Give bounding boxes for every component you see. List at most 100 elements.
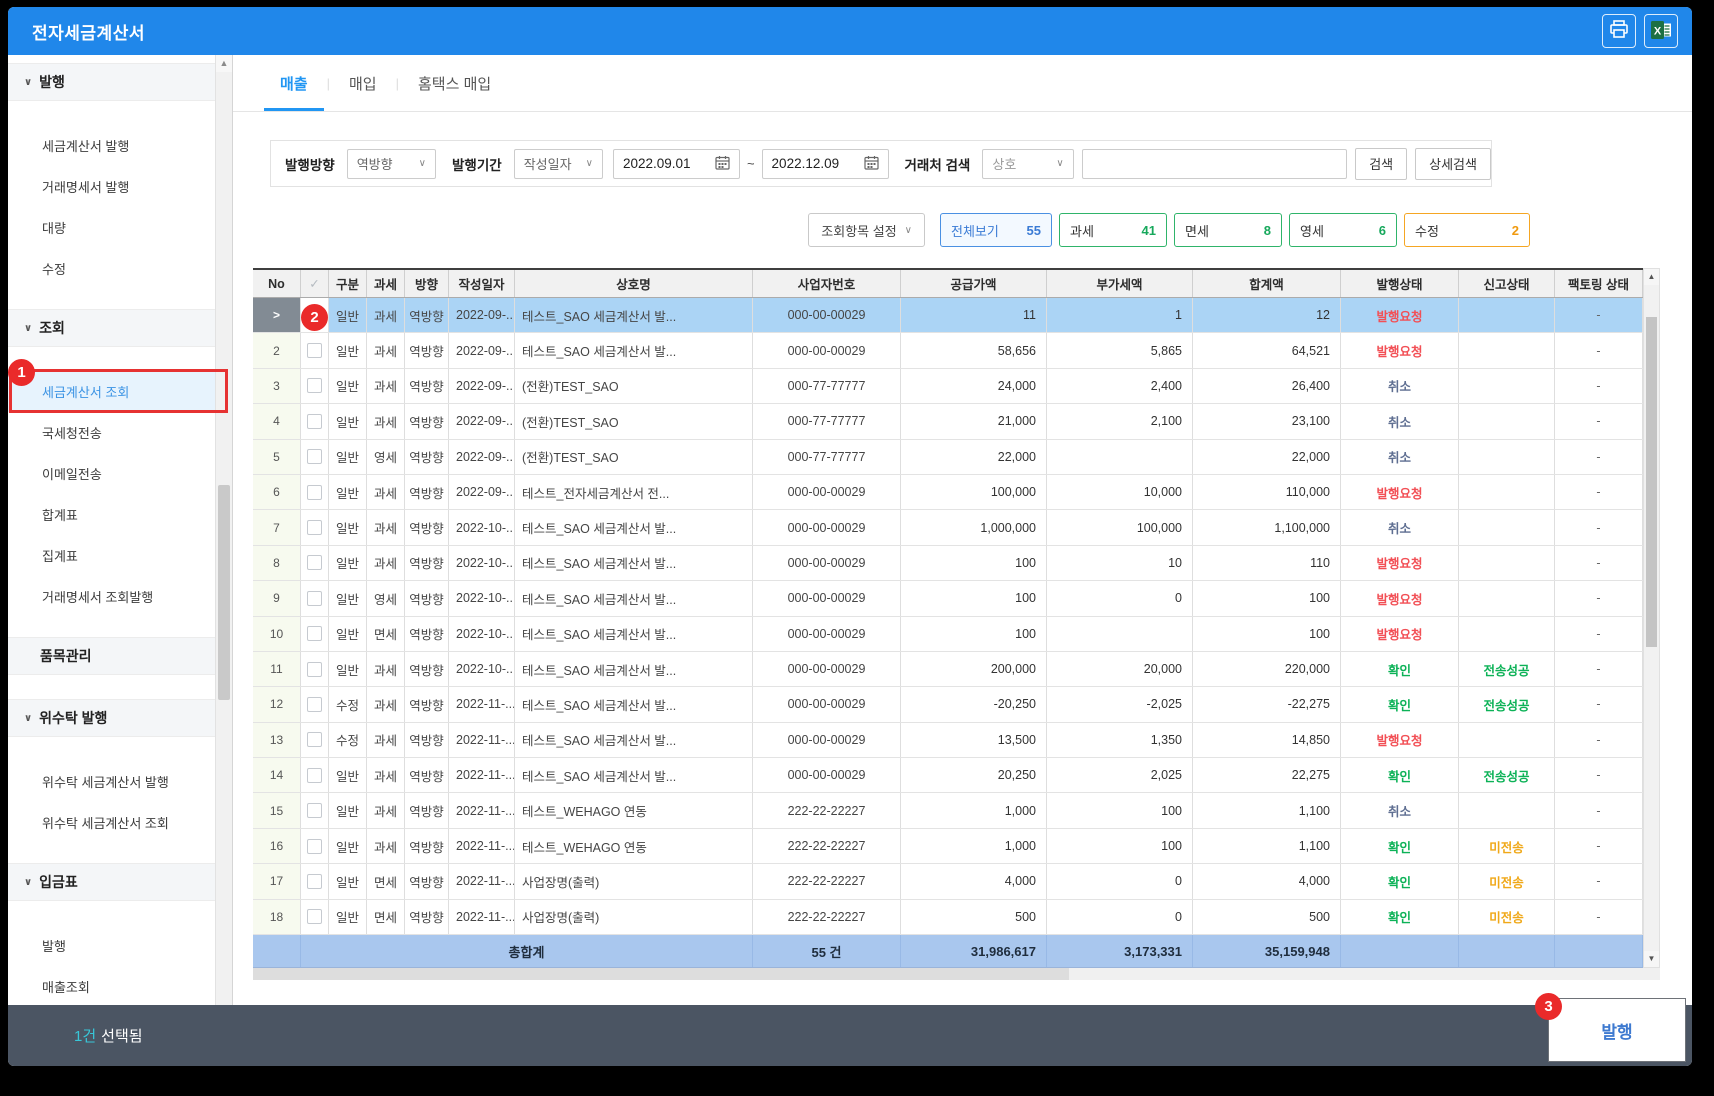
- chevron-down-icon: ∨: [904, 224, 912, 236]
- excel-export-button[interactable]: X: [1644, 14, 1678, 48]
- row-checkbox[interactable]: ✓: [307, 661, 322, 677]
- sidebar-section-12[interactable]: 품목관리: [8, 637, 215, 675]
- table-row[interactable]: 17 ✓ 일반면세역방향2022-11-...사업장명(출력)222-22-2222…: [253, 864, 1643, 900]
- sidebar-section-16[interactable]: ∨ 입금표: [8, 863, 215, 901]
- row-checkbox[interactable]: ✓: [307, 626, 322, 642]
- tab-0[interactable]: 매출: [264, 55, 324, 111]
- period-type-select[interactable]: 작성일자 ∨: [513, 148, 603, 179]
- row-checkbox[interactable]: ✓: [307, 732, 322, 748]
- table-scrollbar-thumb[interactable]: [1646, 317, 1657, 647]
- sidebar-scrollbar-thumb[interactable]: [218, 485, 230, 700]
- row-checkbox[interactable]: ✓: [307, 767, 322, 783]
- partner-field-select[interactable]: 상호 ∨: [982, 148, 1074, 179]
- row-checkbox[interactable]: ✓: [307, 838, 322, 854]
- search-keyword-input[interactable]: [1081, 148, 1348, 179]
- filter-chip-1[interactable]: 과세 41: [1059, 213, 1167, 247]
- table-row[interactable]: 5 ✓ 일반영세역방향2022-09-...(전환)TEST_SAO000-77-7…: [253, 439, 1643, 475]
- calendar-icon[interactable]: [715, 155, 730, 173]
- scroll-up-icon[interactable]: ▲: [216, 55, 232, 72]
- table-horizontal-scrollbar-thumb[interactable]: [253, 968, 1070, 980]
- table-horizontal-scrollbar[interactable]: [253, 968, 1660, 980]
- view-settings-button[interactable]: 조회항목 설정 ∨: [808, 213, 925, 247]
- row-checkbox[interactable]: ✓: [307, 343, 322, 359]
- filter-chip-3[interactable]: 영세 6: [1289, 213, 1397, 247]
- sidebar-item-7[interactable]: 국세청전송: [42, 426, 102, 441]
- row-checkbox[interactable]: ✓: [307, 909, 322, 925]
- row-checkbox[interactable]: ✓: [307, 803, 322, 819]
- sidebar-item-2[interactable]: 거래명세서 발행: [42, 180, 130, 195]
- sidebar-item-8[interactable]: 이메일전송: [42, 467, 102, 482]
- row-checkbox[interactable]: ✓: [307, 590, 322, 606]
- detail-search-button[interactable]: 상세검색: [1415, 147, 1491, 180]
- row-checkbox[interactable]: ✓: [307, 449, 322, 465]
- scroll-up-icon[interactable]: ▲: [1644, 269, 1659, 285]
- sidebar-item-10[interactable]: 집계표: [42, 549, 78, 564]
- sidebar-item-3[interactable]: 대량: [42, 221, 66, 236]
- row-checkbox[interactable]: ✓: [307, 520, 322, 536]
- direction-select[interactable]: 역방향 ∨: [346, 148, 436, 179]
- sidebar-item-6[interactable]: 세금계산서 조회: [8, 371, 215, 412]
- row-checkbox[interactable]: ✓: [307, 484, 322, 500]
- date-from-input[interactable]: 2022.09.01: [613, 148, 740, 179]
- filter-chip-2[interactable]: 면세 8: [1174, 213, 1282, 247]
- row-checkbox[interactable]: ✓: [307, 378, 322, 394]
- cell-no: 15: [253, 793, 301, 828]
- sidebar-item-15[interactable]: 위수탁 세금계산서 조회: [42, 816, 169, 831]
- cell-vat: 20,000: [1047, 651, 1193, 687]
- table-row[interactable]: 3 ✓ 일반과세역방향2022-09-...(전환)TEST_SAO000-77-7…: [253, 368, 1643, 405]
- cell-name: 테스트_SAO 세금계산서 발...: [515, 651, 753, 687]
- row-checkbox[interactable]: ✓: [307, 696, 322, 712]
- scroll-down-icon[interactable]: ▼: [1644, 951, 1659, 967]
- tab-1[interactable]: 매입: [349, 75, 377, 93]
- sidebar-scrollbar[interactable]: ▲: [215, 55, 232, 1005]
- sidebar-section-0[interactable]: ∨ 발행: [8, 63, 215, 101]
- table-scrollbar[interactable]: ▲ ▼: [1643, 268, 1660, 968]
- sidebar-item-1[interactable]: 세금계산서 발행: [42, 139, 130, 154]
- tab-bar: 매출 | 매입 | 홈택스 매입: [233, 55, 1692, 112]
- bottom-bar: 1건 선택됨: [8, 1005, 1692, 1066]
- sidebar-item-9[interactable]: 합계표: [42, 508, 78, 523]
- cell-total: 1,100: [1193, 828, 1341, 864]
- tab-2[interactable]: 홈택스 매입: [418, 75, 492, 93]
- sidebar-item-17[interactable]: 발행: [42, 939, 66, 954]
- cell-factoring: -: [1555, 616, 1643, 651]
- cell-date: 2022-09-...: [449, 404, 515, 439]
- row-checkbox[interactable]: ✓: [307, 413, 322, 429]
- cell-check: ✓: [301, 758, 329, 793]
- table-row[interactable]: 4 ✓ 일반과세역방향2022-09-...(전환)TEST_SAO000-77-7…: [253, 404, 1643, 440]
- date-to-input[interactable]: 2022.12.09: [761, 148, 889, 179]
- cell-no: 16: [253, 828, 301, 864]
- sidebar-section-13[interactable]: ∨ 위수탁 발행: [8, 699, 215, 737]
- issue-button[interactable]: 발행: [1548, 998, 1686, 1062]
- total-count: 55 건: [753, 935, 901, 968]
- row-checkbox[interactable]: ✓: [307, 873, 322, 889]
- sidebar-item-11[interactable]: 거래명세서 조회발행: [42, 590, 154, 605]
- sidebar-item-14[interactable]: 위수탁 세금계산서 발행: [42, 775, 169, 790]
- search-button[interactable]: 검색: [1355, 147, 1408, 180]
- filter-chip-4[interactable]: 수정 2: [1404, 213, 1530, 247]
- table-row[interactable]: 18 ✓ 일반면세역방향2022-11-...사업장명(출력)222-22-2222…: [253, 899, 1643, 936]
- cell-factoring: -: [1555, 474, 1643, 510]
- cell-vat: 10,000: [1047, 474, 1193, 510]
- print-button[interactable]: [1602, 14, 1636, 48]
- calendar-icon[interactable]: [863, 155, 879, 173]
- cell-name: 사업장명(출력): [515, 899, 753, 935]
- sidebar-item-4[interactable]: 수정: [42, 262, 66, 277]
- sidebar-item-18[interactable]: 매출조회: [42, 980, 90, 995]
- sidebar-section-5[interactable]: ∨ 조회: [8, 309, 215, 347]
- filter-chip-0[interactable]: 전체보기 55: [940, 213, 1052, 247]
- row-checkbox[interactable]: ✓: [307, 555, 322, 571]
